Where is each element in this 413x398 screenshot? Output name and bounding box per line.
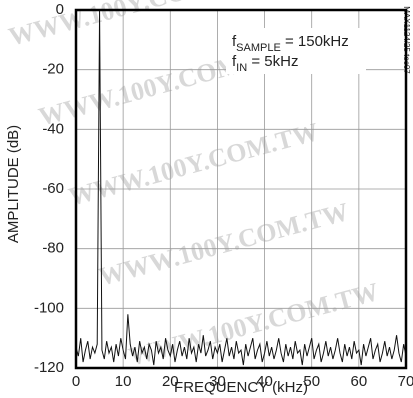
annotation-part: IN: [236, 62, 247, 74]
plot-frame: [74, 8, 408, 370]
y-axis-label: AMPLITUDE (dB): [5, 125, 22, 243]
watermark: WWW.100Y.COM.TW: [66, 117, 322, 212]
y-tick-label: -120: [34, 359, 64, 376]
annotation-background: [226, 28, 366, 74]
y-tick-label: 0: [56, 1, 64, 18]
x-tick-label: 10: [115, 373, 132, 390]
y-tick-label: -40: [42, 120, 64, 137]
y-tick-label: -20: [42, 61, 64, 78]
x-tick-label: 40: [256, 373, 273, 390]
annotation-part: = 150kHz: [281, 33, 349, 50]
annotation-part: f: [232, 33, 237, 50]
watermark: WWW.100Y.COM.TW: [96, 197, 352, 292]
annotation-part: SAMPLE: [236, 42, 281, 54]
x-axis-label: FREQUENCY (kHz): [174, 379, 308, 396]
y-tick-label: -60: [42, 180, 64, 197]
x-tick-label: 0: [72, 373, 80, 390]
x-tick-label: 70: [398, 373, 413, 390]
annotation-part: = 5kHz: [247, 53, 298, 70]
y-tick-label: -80: [42, 240, 64, 257]
x-tick-label: 20: [162, 373, 179, 390]
series-line: [75, 9, 407, 366]
x-tick-label: 60: [351, 373, 368, 390]
watermark: WWW.100Y.COM.TW: [6, 0, 262, 52]
annotation-line: fSAMPLE = 150kHz: [232, 33, 349, 54]
y-tick-label: -100: [34, 299, 64, 316]
x-tick-label: 50: [303, 373, 320, 390]
annotation-line: fIN = 5kHz: [232, 53, 298, 74]
x-tick-label: 30: [209, 373, 226, 390]
annotation-part: f: [232, 53, 237, 70]
